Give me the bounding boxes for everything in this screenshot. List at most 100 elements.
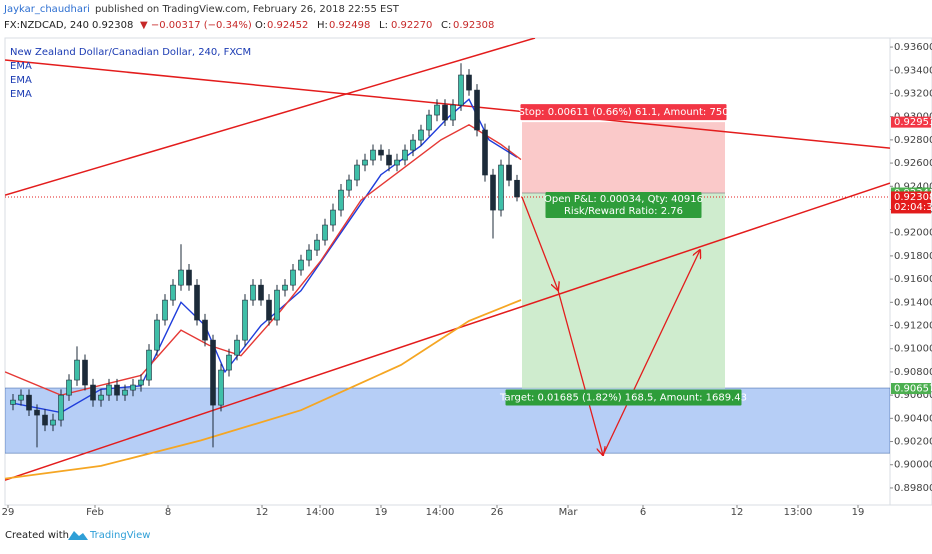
author[interactable]: Jaykar_chaudhari xyxy=(3,4,90,15)
x-tick-label: 6 xyxy=(640,507,646,518)
candle-body xyxy=(418,129,424,141)
stop-box xyxy=(522,122,725,194)
candle-body xyxy=(106,384,112,396)
y-tick-label: 0.93200 xyxy=(894,88,932,99)
y-tick-label: 0.92600 xyxy=(894,158,932,169)
candle-body xyxy=(98,394,104,401)
quote-label: L: xyxy=(379,20,388,31)
candle-body xyxy=(370,149,376,161)
candle-body xyxy=(322,224,328,241)
price-axis xyxy=(889,37,932,506)
quote-value: 0.92308 xyxy=(453,20,494,31)
candle-body xyxy=(58,394,64,421)
candle-body xyxy=(386,154,392,166)
chart-title: New Zealand Dollar/Canadian Dollar, 240,… xyxy=(10,47,251,58)
y-tick-label: 0.90600 xyxy=(894,390,932,401)
candle-body xyxy=(258,284,264,301)
candle-body xyxy=(410,139,416,151)
candle-body xyxy=(122,389,128,396)
position-label: Open P&L: 0.00034, Qty: 40916 xyxy=(544,194,703,205)
x-tick-label: 13:00 xyxy=(784,507,813,518)
published: published on TradingView.com, February 2… xyxy=(95,4,400,15)
candle-body xyxy=(442,104,448,121)
label-box xyxy=(505,389,742,406)
y-tick-label: 0.93400 xyxy=(894,65,932,76)
price-badge xyxy=(891,383,931,395)
candle-body xyxy=(178,269,184,286)
position-label: Risk/Reward Ratio: 2.76 xyxy=(564,206,683,217)
x-tick-label: Mar xyxy=(559,507,579,518)
candle-body xyxy=(130,384,136,391)
candle-body xyxy=(210,339,216,406)
candle-body xyxy=(18,394,24,401)
candle-body xyxy=(394,159,400,166)
candle-body xyxy=(82,359,88,386)
candle-body xyxy=(218,369,224,406)
x-tick-label: 19 xyxy=(852,507,865,518)
quote-line: FX:NZDCAD, 240 0.92308 ▼ −0.00317 (−0.34… xyxy=(4,20,494,31)
ema-line xyxy=(12,98,518,414)
candle-body xyxy=(498,164,504,211)
candle-body xyxy=(346,179,352,191)
candle-body xyxy=(90,384,96,401)
x-tick-label: 26 xyxy=(491,507,504,518)
candle-body xyxy=(10,399,16,405)
candle-body xyxy=(194,284,200,321)
trend-line xyxy=(5,182,890,481)
quote-label: H: xyxy=(317,20,328,31)
candle-body xyxy=(250,284,256,301)
candle-body xyxy=(154,319,160,351)
quote-label: O: xyxy=(255,20,266,31)
legend-entry: EMA xyxy=(10,61,32,72)
quote-value: 0.92452 xyxy=(267,20,308,31)
target-box xyxy=(522,193,725,389)
candle-body xyxy=(282,284,288,291)
candle-body xyxy=(378,149,384,156)
candle-body xyxy=(458,74,464,106)
candle-body xyxy=(426,114,432,131)
x-tick-label: 14:00 xyxy=(306,507,335,518)
quote-value: 0.92270 xyxy=(391,20,432,31)
candle-body xyxy=(242,299,248,341)
candle-body xyxy=(274,289,280,321)
y-tick-label: 0.92000 xyxy=(894,228,932,239)
candle-body xyxy=(482,129,488,176)
y-tick-label: 0.90800 xyxy=(894,367,932,378)
ema-line xyxy=(5,299,522,480)
support-zone xyxy=(5,387,890,454)
logo[interactable] xyxy=(68,531,88,540)
candle-body xyxy=(26,394,32,411)
position-label: Stop: 0.00611 (0.66%) 61.1, Amount: 750 xyxy=(518,107,728,118)
candle-body xyxy=(226,354,232,371)
y-tick-label: 0.91000 xyxy=(894,344,932,355)
candle-body xyxy=(490,174,496,211)
candle-body xyxy=(66,379,72,396)
candle-body xyxy=(402,149,408,161)
x-tick-label: 12 xyxy=(731,507,744,518)
candle-body xyxy=(306,249,312,261)
candle-body xyxy=(314,239,320,251)
candle-body xyxy=(338,189,344,211)
projection-arrow xyxy=(602,250,700,456)
y-tick-label: 0.90000 xyxy=(894,460,932,471)
y-tick-label: 0.91800 xyxy=(894,251,932,262)
candle-body xyxy=(74,359,80,381)
y-tick-label: 0.93600 xyxy=(894,42,932,53)
y-tick-label: 0.91600 xyxy=(894,274,932,285)
change: ▼ −0.00317 (−0.34%) xyxy=(140,20,252,31)
quote-label: C: xyxy=(441,20,451,31)
candle-body xyxy=(234,339,240,356)
candle-body xyxy=(450,104,456,121)
position-label: Target: 0.01685 (1.82%) 168.5, Amount: 1… xyxy=(499,393,747,404)
candle-body xyxy=(330,209,336,226)
symbol: FX:NZDCAD, 240 xyxy=(4,20,89,31)
axes: 0.936000.934000.932000.930000.928000.926… xyxy=(2,42,932,518)
y-tick-label: 0.90200 xyxy=(894,437,932,448)
x-tick-label: Feb xyxy=(86,507,104,518)
brand[interactable]: TradingView xyxy=(89,530,150,541)
candle-body xyxy=(34,409,40,416)
trend-line xyxy=(5,59,890,149)
price-badge xyxy=(891,191,931,214)
x-tick-label: 19 xyxy=(375,507,388,518)
